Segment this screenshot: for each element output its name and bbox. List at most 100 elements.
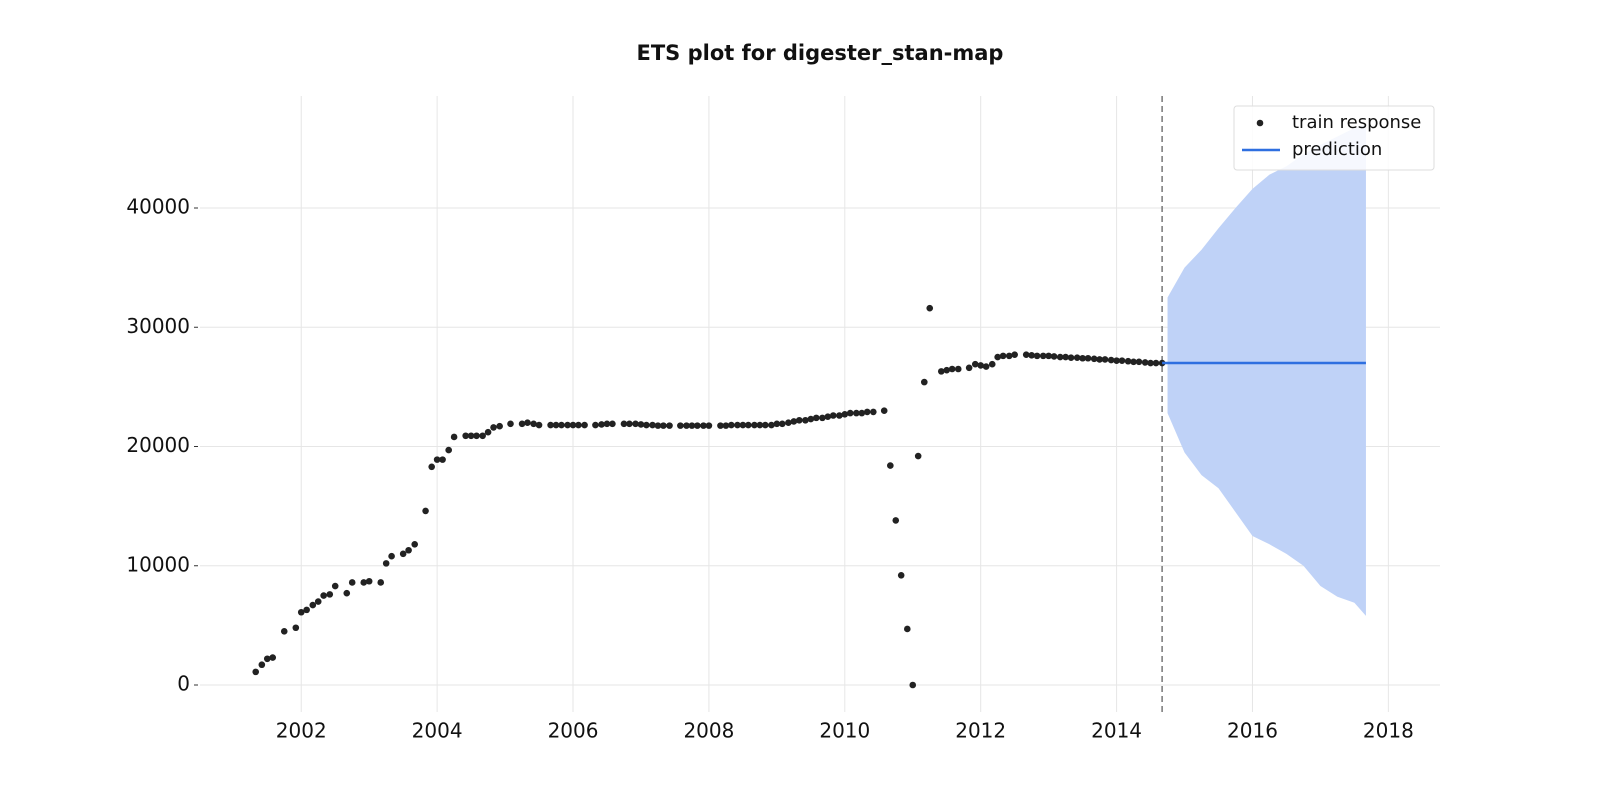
data-point bbox=[649, 421, 656, 429]
data-point bbox=[1107, 356, 1115, 364]
x-tick-label: 2012 bbox=[955, 719, 1006, 743]
data-point bbox=[920, 378, 928, 386]
data-point bbox=[988, 360, 996, 368]
data-point bbox=[1022, 351, 1030, 358]
data-point bbox=[547, 421, 554, 429]
data-point bbox=[1062, 353, 1069, 361]
data-point bbox=[863, 408, 871, 416]
data-point bbox=[1056, 353, 1064, 361]
y-tick-label: 20000 bbox=[126, 433, 190, 457]
data-point bbox=[575, 421, 582, 429]
data-point bbox=[1033, 352, 1041, 360]
data-point bbox=[490, 424, 497, 431]
data-point bbox=[722, 422, 730, 429]
legend-box bbox=[1233, 105, 1435, 171]
data-point bbox=[751, 421, 758, 429]
data-point bbox=[795, 416, 803, 424]
data-point bbox=[292, 624, 300, 632]
data-point bbox=[484, 428, 492, 436]
data-point bbox=[853, 409, 860, 417]
data-point bbox=[1124, 357, 1132, 365]
y-tick-label: 10000 bbox=[126, 552, 190, 576]
data-point bbox=[1152, 359, 1160, 367]
data-point bbox=[343, 589, 351, 597]
data-point bbox=[1101, 356, 1109, 363]
data-point bbox=[694, 422, 701, 429]
data-point bbox=[439, 456, 446, 463]
x-tick-label: 2006 bbox=[548, 719, 599, 743]
data-point bbox=[467, 432, 475, 440]
data-point bbox=[1028, 351, 1035, 359]
data-point bbox=[626, 420, 633, 428]
data-point bbox=[348, 579, 356, 586]
data-point bbox=[880, 407, 888, 415]
data-point bbox=[745, 421, 752, 429]
data-point bbox=[428, 463, 435, 471]
data-point bbox=[360, 579, 368, 586]
data-point bbox=[1147, 359, 1154, 367]
data-point bbox=[479, 432, 486, 440]
data-point bbox=[326, 591, 334, 598]
data-point bbox=[462, 432, 469, 440]
x-tick-label: 2008 bbox=[683, 719, 734, 743]
x-tick-label: 2004 bbox=[412, 719, 463, 743]
x-tick-label: 2016 bbox=[1227, 719, 1278, 743]
data-point bbox=[948, 365, 956, 373]
data-point bbox=[564, 421, 571, 429]
data-point bbox=[982, 363, 990, 370]
data-point bbox=[717, 422, 724, 429]
legend-label: train response bbox=[1292, 112, 1421, 133]
data-point bbox=[609, 420, 616, 428]
data-point bbox=[365, 577, 373, 585]
data-point bbox=[677, 422, 684, 429]
data-point bbox=[388, 552, 395, 560]
data-point bbox=[756, 421, 764, 429]
data-point bbox=[496, 422, 503, 430]
data-point bbox=[1158, 359, 1166, 367]
data-point bbox=[331, 582, 339, 590]
data-point bbox=[943, 366, 951, 374]
data-point bbox=[620, 420, 628, 428]
chart-title: ETS plot for digester_stan-map bbox=[637, 41, 1004, 65]
data-point bbox=[824, 413, 832, 420]
data-point bbox=[603, 420, 611, 428]
data-point bbox=[569, 421, 577, 429]
data-point bbox=[405, 546, 412, 554]
data-point bbox=[954, 365, 962, 373]
data-point bbox=[728, 421, 735, 429]
data-point bbox=[904, 625, 911, 633]
data-point bbox=[524, 419, 531, 426]
data-point bbox=[637, 421, 645, 428]
data-point bbox=[807, 415, 815, 423]
data-point bbox=[705, 422, 713, 429]
data-point bbox=[836, 412, 843, 419]
data-point bbox=[1096, 356, 1103, 363]
data-point bbox=[1079, 354, 1086, 362]
data-point bbox=[558, 421, 565, 429]
data-point bbox=[999, 352, 1007, 360]
data-point bbox=[773, 420, 781, 428]
data-point bbox=[309, 601, 317, 609]
data-point bbox=[1135, 358, 1143, 366]
y-tick-label: 30000 bbox=[126, 314, 190, 338]
data-point bbox=[258, 661, 266, 669]
data-point bbox=[552, 421, 560, 429]
data-point bbox=[802, 416, 809, 424]
data-point bbox=[870, 408, 877, 416]
data-point bbox=[700, 422, 707, 429]
data-point bbox=[1011, 351, 1018, 358]
legend-label: prediction bbox=[1292, 139, 1382, 160]
x-tick-label: 2014 bbox=[1091, 719, 1142, 743]
data-point bbox=[926, 304, 934, 312]
data-point bbox=[632, 420, 639, 428]
data-point bbox=[683, 422, 690, 429]
data-point bbox=[592, 421, 599, 429]
data-point bbox=[303, 606, 310, 614]
data-point bbox=[377, 579, 385, 586]
data-point bbox=[829, 412, 837, 419]
data-point bbox=[382, 560, 390, 567]
data-point bbox=[450, 433, 458, 441]
prediction-interval bbox=[1167, 124, 1366, 616]
data-point bbox=[411, 540, 419, 548]
data-point bbox=[994, 353, 1001, 361]
